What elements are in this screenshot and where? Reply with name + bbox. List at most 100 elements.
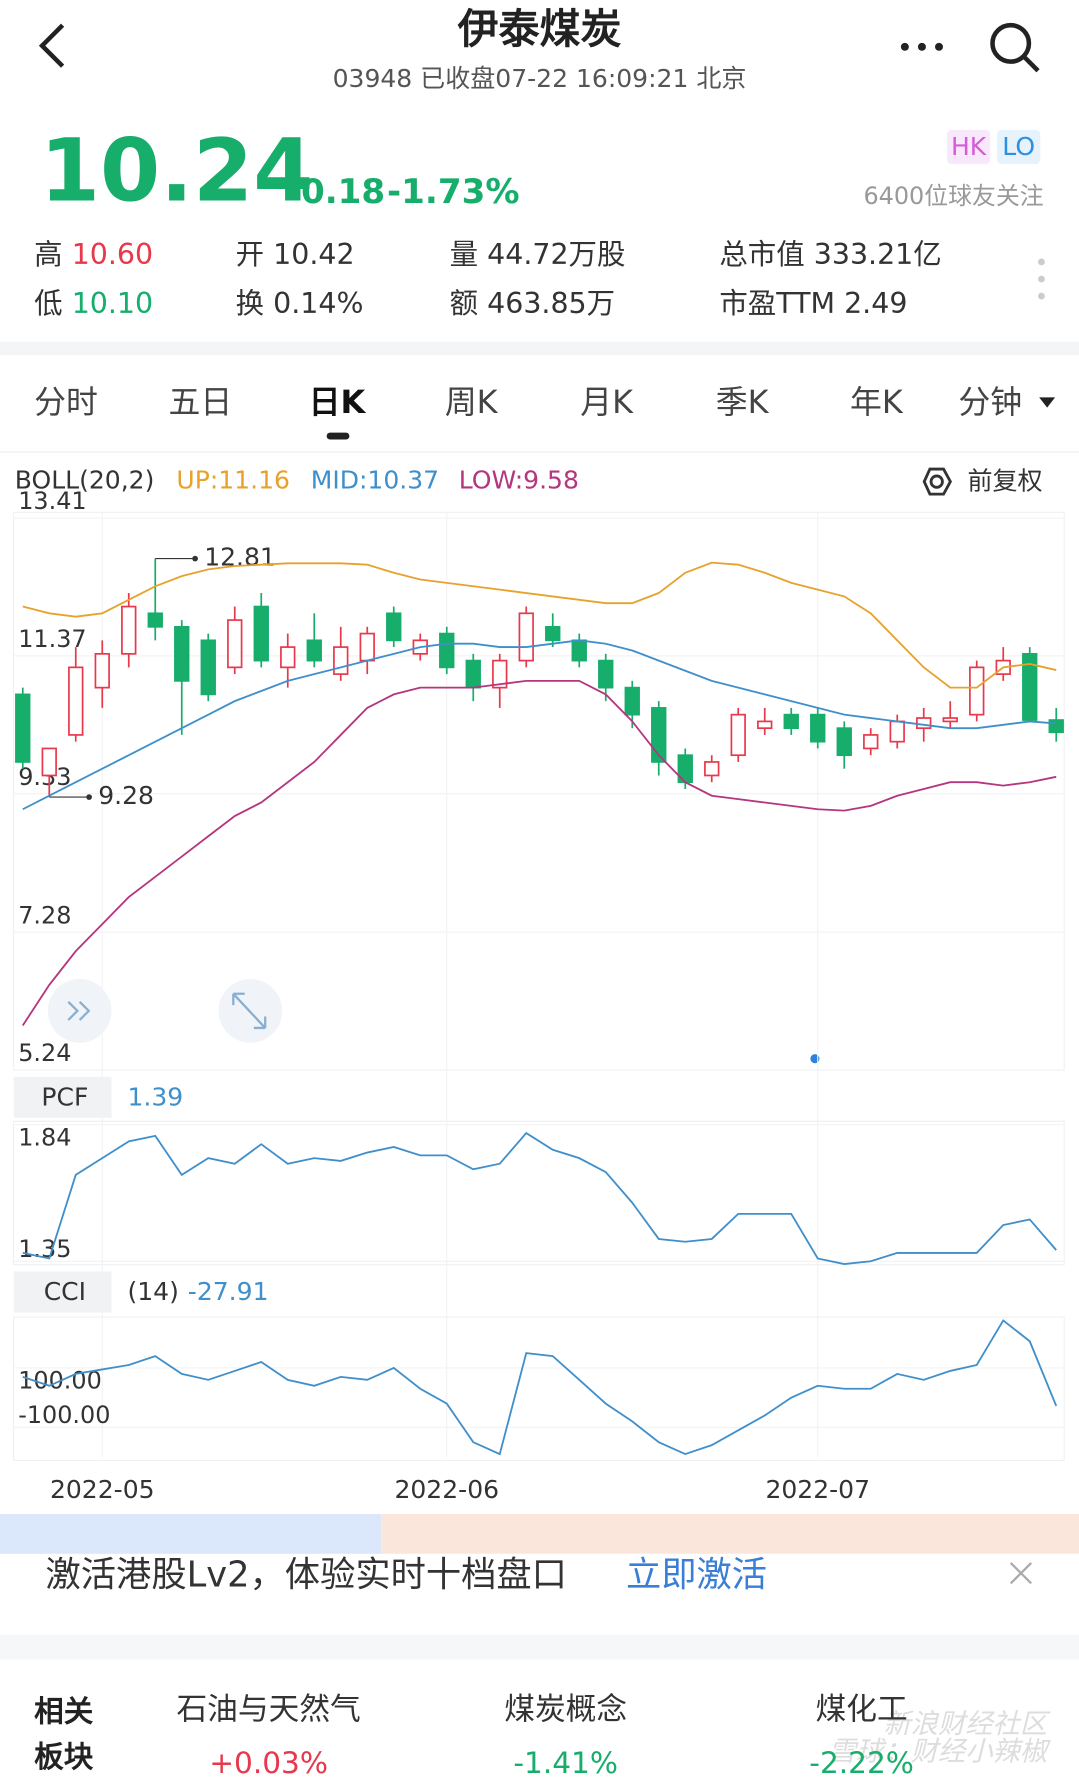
close-button[interactable]: [1009, 1562, 1033, 1585]
stat-value: 10.10: [72, 287, 153, 320]
sector-change: -2.22%: [809, 1746, 914, 1780]
candle-body: [624, 686, 640, 716]
badge-bg: [946, 129, 991, 165]
candle-body: [1048, 719, 1064, 734]
indicator-box: [13, 1271, 112, 1313]
adjust-mode[interactable]: 前复权: [967, 467, 1042, 496]
y-tick-label: 13.41: [18, 487, 86, 515]
price: 10.24: [40, 122, 314, 222]
candle-body: [492, 659, 508, 689]
stat-label: 换: [236, 287, 264, 320]
y-tick-label: 1.84: [18, 1123, 71, 1151]
indicator-value: 1.39: [127, 1083, 183, 1112]
x-tick-label: 2022-06: [394, 1475, 499, 1504]
tab[interactable]: 分时: [34, 383, 98, 421]
stat-label: 额: [450, 287, 478, 320]
search-button[interactable]: [990, 22, 1040, 73]
candle-body: [359, 632, 375, 662]
tab[interactable]: 分钟: [958, 383, 1022, 421]
banner-action[interactable]: 立即激活: [626, 1555, 767, 1596]
candle-body: [121, 605, 137, 655]
title: 伊泰煤炭: [457, 5, 622, 53]
change-pct: -1.73%: [387, 172, 520, 212]
candle-body: [333, 646, 349, 675]
chart-frame: [13, 1316, 1065, 1462]
tab[interactable]: 周K: [445, 383, 499, 421]
candle-body: [41, 747, 57, 777]
divider: [0, 1634, 1079, 1660]
indicator-line: [22, 1131, 1057, 1265]
related-title: 相关: [34, 1695, 94, 1729]
tab[interactable]: 年K: [850, 383, 904, 421]
stat-label: 总市值: [719, 238, 804, 271]
change: -0.18: [287, 172, 385, 212]
stat-value: 333.21亿: [814, 238, 942, 271]
legend-entry: MID:10.37: [311, 466, 439, 495]
candle-body: [889, 720, 905, 743]
candle-body: [68, 666, 84, 736]
band-line: [22, 639, 1057, 811]
annotation-dot: [192, 555, 198, 562]
candle-body: [704, 761, 720, 777]
strip: [0, 1513, 382, 1554]
legend-entry: UP:11.16: [176, 466, 290, 495]
candle-body: [200, 639, 216, 696]
candle-body: [783, 713, 799, 730]
y-tick-label: 7.28: [18, 901, 71, 929]
followers: 6400位球友关注: [863, 182, 1043, 210]
back-button[interactable]: [38, 23, 65, 68]
related-title: 板块: [34, 1740, 94, 1774]
annotation: 9.28: [98, 781, 154, 810]
candle-body: [386, 612, 402, 642]
y-tick-label: 5.24: [18, 1039, 71, 1067]
stat-value: 10.60: [72, 238, 153, 271]
chart-controls[interactable]: [47, 979, 283, 1043]
watermark: 新浪财经社区: [883, 1709, 1050, 1740]
more-button[interactable]: [900, 42, 943, 51]
candle-body: [810, 713, 826, 743]
sector-name[interactable]: 石油与天然气: [176, 1691, 360, 1727]
stat-value: 0.14%: [273, 287, 363, 320]
candle-body: [280, 646, 296, 669]
candle-body: [651, 707, 667, 763]
stat-label: 低: [34, 287, 62, 320]
chart-frame: [13, 511, 1065, 1071]
sector-name[interactable]: 煤炭概念: [504, 1691, 627, 1727]
sector-name[interactable]: 煤化工: [816, 1691, 908, 1727]
tab[interactable]: 月K: [580, 383, 634, 421]
tab-indicator: [326, 432, 350, 440]
x-tick-label: 2022-07: [765, 1475, 870, 1504]
candle-body: [15, 693, 31, 763]
stat-value: 463.85万: [487, 287, 615, 320]
side-dots: [1038, 258, 1045, 300]
candle-body: [147, 612, 163, 628]
tab[interactable]: 季K: [716, 383, 770, 421]
band-line: [22, 679, 1057, 1026]
banner-text: 激活港股Lv2，体验实时十档盘口: [46, 1555, 567, 1596]
stat-label: 量: [450, 238, 478, 271]
badge: HK: [951, 132, 987, 161]
y-tick-label: -100.00: [18, 1401, 110, 1429]
candle-body: [730, 713, 746, 757]
tab[interactable]: 日K: [309, 383, 367, 421]
strip: [381, 1513, 1079, 1554]
settings-icon[interactable]: [922, 467, 953, 496]
badge-bg: [997, 129, 1041, 165]
candle-body: [836, 727, 852, 757]
candle-body: [757, 720, 773, 730]
tab[interactable]: 五日: [168, 383, 232, 421]
chart-frame: [13, 1120, 1065, 1266]
indicator-name: CCI: [44, 1277, 86, 1306]
legend-entry: LOW:9.58: [459, 466, 579, 495]
stat-label: 市盈TTM: [719, 287, 835, 320]
indicator-name: PCF: [41, 1083, 88, 1112]
indicator-name: BOLL(20,2): [15, 466, 155, 495]
stat-label: 开: [236, 238, 264, 271]
indicator-line: [22, 1319, 1058, 1456]
candle-body: [439, 632, 455, 669]
candle-body: [571, 639, 587, 662]
stat-value: 44.72万股: [487, 238, 625, 271]
indicator-box: [13, 1076, 112, 1118]
